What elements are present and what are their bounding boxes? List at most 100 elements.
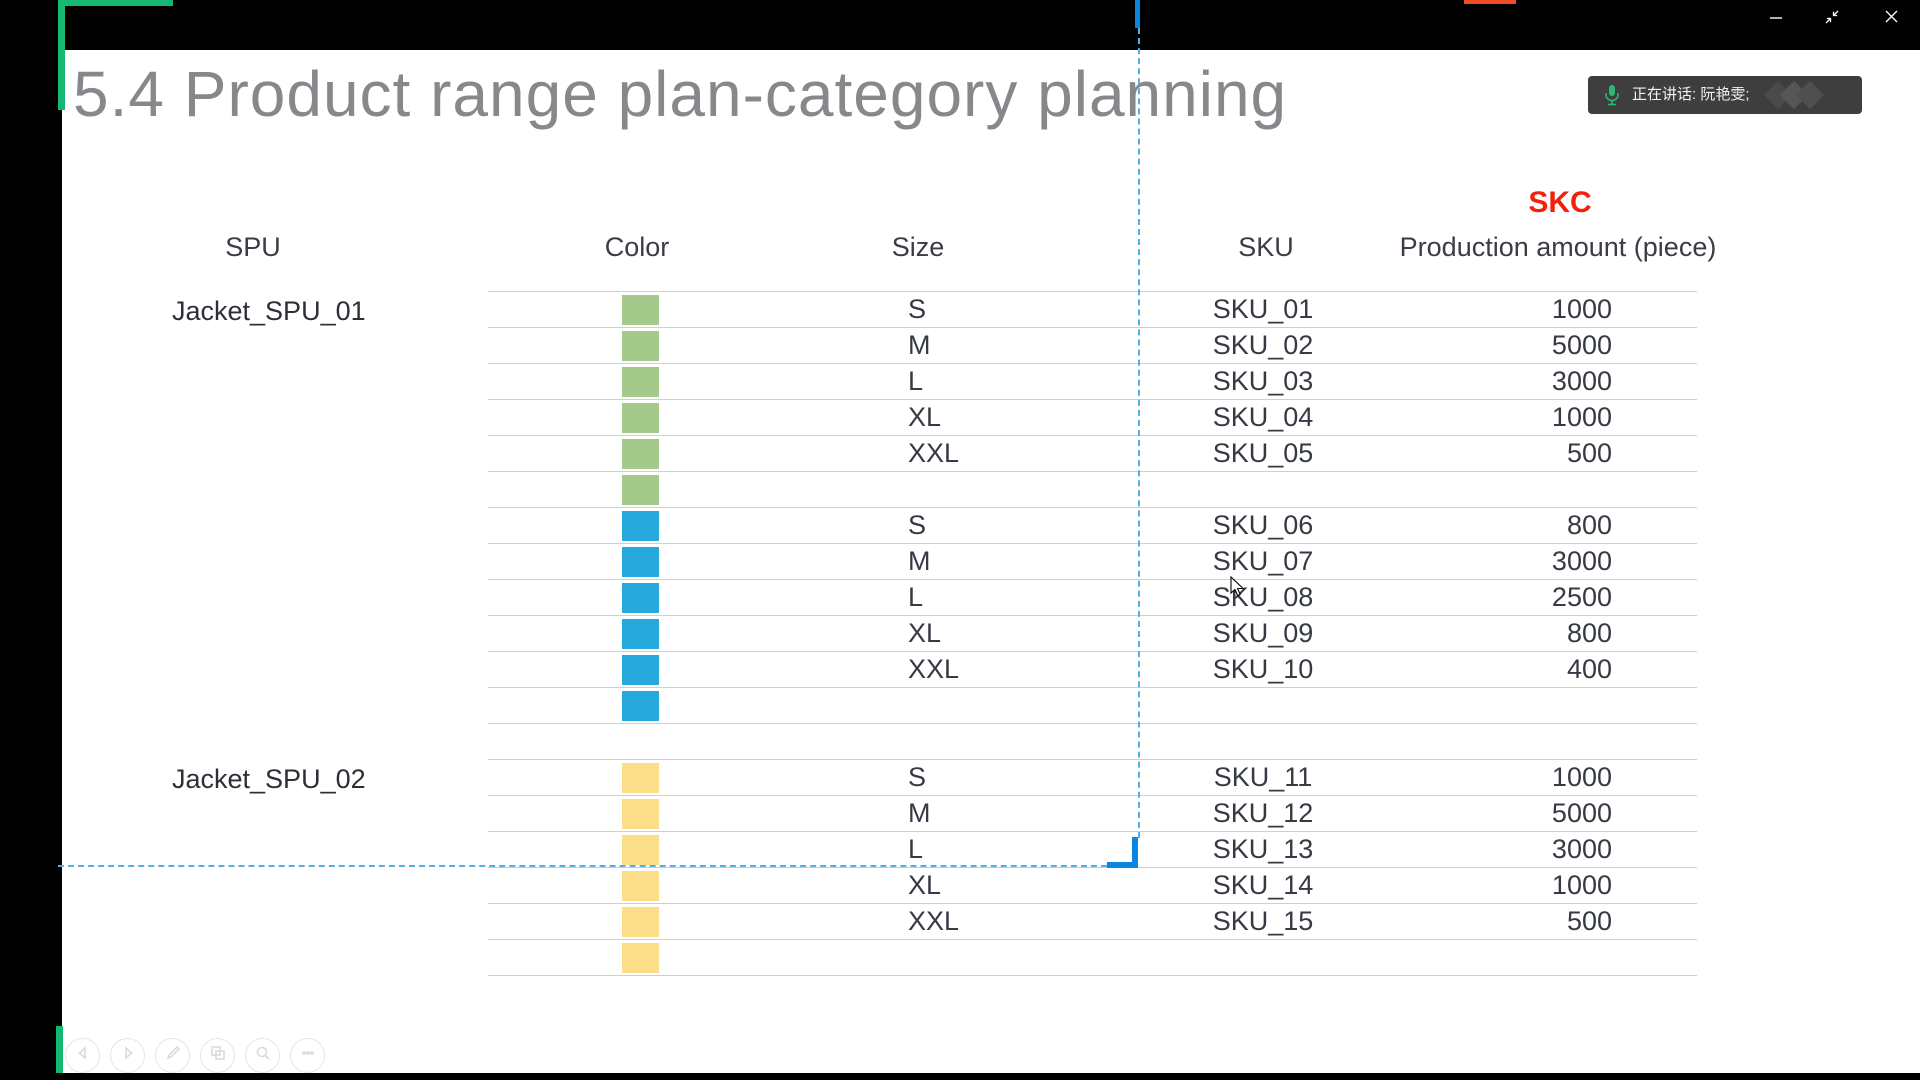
table-row: XL SKU_04 1000	[488, 399, 1697, 435]
size-cell: S	[908, 762, 927, 792]
color-swatch	[622, 655, 659, 685]
color-swatch	[622, 295, 659, 325]
tab-accent-strip	[1464, 0, 1516, 4]
column-header-size: Size	[891, 232, 945, 262]
pen-tool-button[interactable]	[155, 1038, 190, 1073]
previous-slide-icon	[74, 1044, 92, 1067]
restore-button[interactable]	[1817, 6, 1847, 32]
close-button[interactable]	[1876, 6, 1906, 32]
zoom-tool-button[interactable]	[245, 1038, 280, 1073]
table-row: S SKU_11 1000	[488, 759, 1697, 795]
skc-label: SKC	[1528, 186, 1592, 219]
capture-corner-top-left-horizontal	[65, 0, 173, 6]
amount-cell: 500	[1566, 906, 1612, 936]
sku-cell: SKU_02	[1212, 330, 1314, 360]
color-swatch	[622, 403, 659, 433]
slide-title: 5.4 Product range plan-category planning	[73, 58, 1288, 130]
size-cell: M	[908, 330, 931, 360]
table-row: L SKU_08 2500	[488, 579, 1697, 615]
sku-cell: SKU_11	[1213, 762, 1313, 792]
color-swatch	[622, 943, 659, 973]
sku-cell: SKU_01	[1212, 294, 1314, 324]
magnifier-icon	[254, 1044, 272, 1067]
amount-cell: 800	[1566, 618, 1612, 648]
sku-cell: SKU_12	[1212, 798, 1314, 828]
sku-cell: SKU_03	[1212, 366, 1314, 396]
color-swatch	[622, 907, 659, 937]
speaking-text: 正在讲话: 阮艳雯;	[1632, 86, 1750, 103]
shared-slide	[62, 50, 1920, 1073]
sku-table: S SKU_01 1000 M SKU_02 5000 L SKU_03 3000 XL SKU_0…	[488, 291, 1697, 976]
slides-icon	[209, 1044, 227, 1067]
amount-cell: 500	[1566, 438, 1612, 468]
color-swatch	[622, 583, 659, 613]
spu-label: Jacket_SPU_01	[172, 296, 366, 326]
size-cell: S	[908, 294, 927, 324]
vertical-dashed-guide	[1138, 28, 1140, 838]
guide-corner-vertical	[1132, 837, 1138, 868]
sku-cell: SKU_04	[1212, 402, 1314, 432]
size-cell: XXL	[908, 906, 960, 936]
horizontal-dashed-guide	[58, 865, 1107, 867]
minimize-button[interactable]	[1761, 6, 1791, 32]
sku-cell: SKU_06	[1212, 510, 1314, 540]
amount-cell: 1000	[1551, 870, 1612, 900]
guide-corner-horizontal	[1107, 862, 1138, 868]
size-cell: L	[908, 366, 924, 396]
table-row-spacer	[488, 723, 1697, 759]
table-row: L SKU_13 3000	[488, 831, 1697, 867]
table-row: S SKU_01 1000	[488, 291, 1697, 327]
table-row-extra-swatch	[488, 939, 1697, 976]
amount-cell: 800	[1566, 510, 1612, 540]
column-header-sku: SKU	[1238, 232, 1294, 262]
amount-cell: 1000	[1551, 762, 1612, 792]
microphone-icon	[1602, 84, 1622, 111]
color-swatch	[622, 871, 659, 901]
previous-slide-button[interactable]	[65, 1038, 100, 1073]
sku-cell: SKU_08	[1212, 582, 1314, 612]
color-swatch	[622, 547, 659, 577]
color-swatch	[622, 331, 659, 361]
column-header-amount: Production amount (piece)	[1399, 232, 1717, 262]
color-swatch	[622, 511, 659, 541]
sku-cell: SKU_10	[1212, 654, 1314, 684]
bottom-frame-bar	[0, 1073, 1920, 1080]
sku-cell: SKU_14	[1212, 870, 1314, 900]
speaking-indicator-bar[interactable]: 正在讲话: 阮艳雯;	[1588, 76, 1862, 114]
amount-cell: 2500	[1551, 582, 1612, 612]
color-swatch	[622, 691, 659, 721]
color-swatch	[622, 367, 659, 397]
table-row: M SKU_02 5000	[488, 327, 1697, 363]
color-swatch	[622, 439, 659, 469]
table-row: XXL SKU_10 400	[488, 651, 1697, 687]
amount-cell: 400	[1566, 654, 1612, 684]
minimize-icon	[1769, 10, 1783, 29]
color-swatch	[622, 475, 659, 505]
sku-cell: SKU_13	[1212, 834, 1314, 864]
table-row: M SKU_12 5000	[488, 795, 1697, 831]
more-options-button[interactable]	[290, 1038, 325, 1073]
column-header-color: Color	[604, 232, 670, 262]
color-swatch	[622, 763, 659, 793]
table-row: XL SKU_14 1000	[488, 867, 1697, 903]
next-slide-button[interactable]	[110, 1038, 145, 1073]
slide-panel-button[interactable]	[200, 1038, 235, 1073]
size-cell: XL	[908, 618, 942, 648]
sku-cell: SKU_09	[1212, 618, 1314, 648]
table-row-extra-swatch	[488, 687, 1697, 723]
sku-cell: SKU_07	[1212, 546, 1314, 576]
size-cell: S	[908, 510, 927, 540]
guide-line-top-segment	[1135, 0, 1140, 28]
color-swatch	[622, 799, 659, 829]
table-row: XL SKU_09 800	[488, 615, 1697, 651]
table-row: S SKU_06 800	[488, 507, 1697, 543]
table-row-extra-swatch	[488, 471, 1697, 507]
color-swatch	[622, 835, 659, 865]
pen-icon	[164, 1044, 182, 1067]
restore-icon	[1824, 9, 1840, 30]
size-cell: M	[908, 798, 931, 828]
size-cell: XXL	[908, 654, 960, 684]
amount-cell: 3000	[1551, 366, 1612, 396]
size-cell: XL	[908, 870, 942, 900]
